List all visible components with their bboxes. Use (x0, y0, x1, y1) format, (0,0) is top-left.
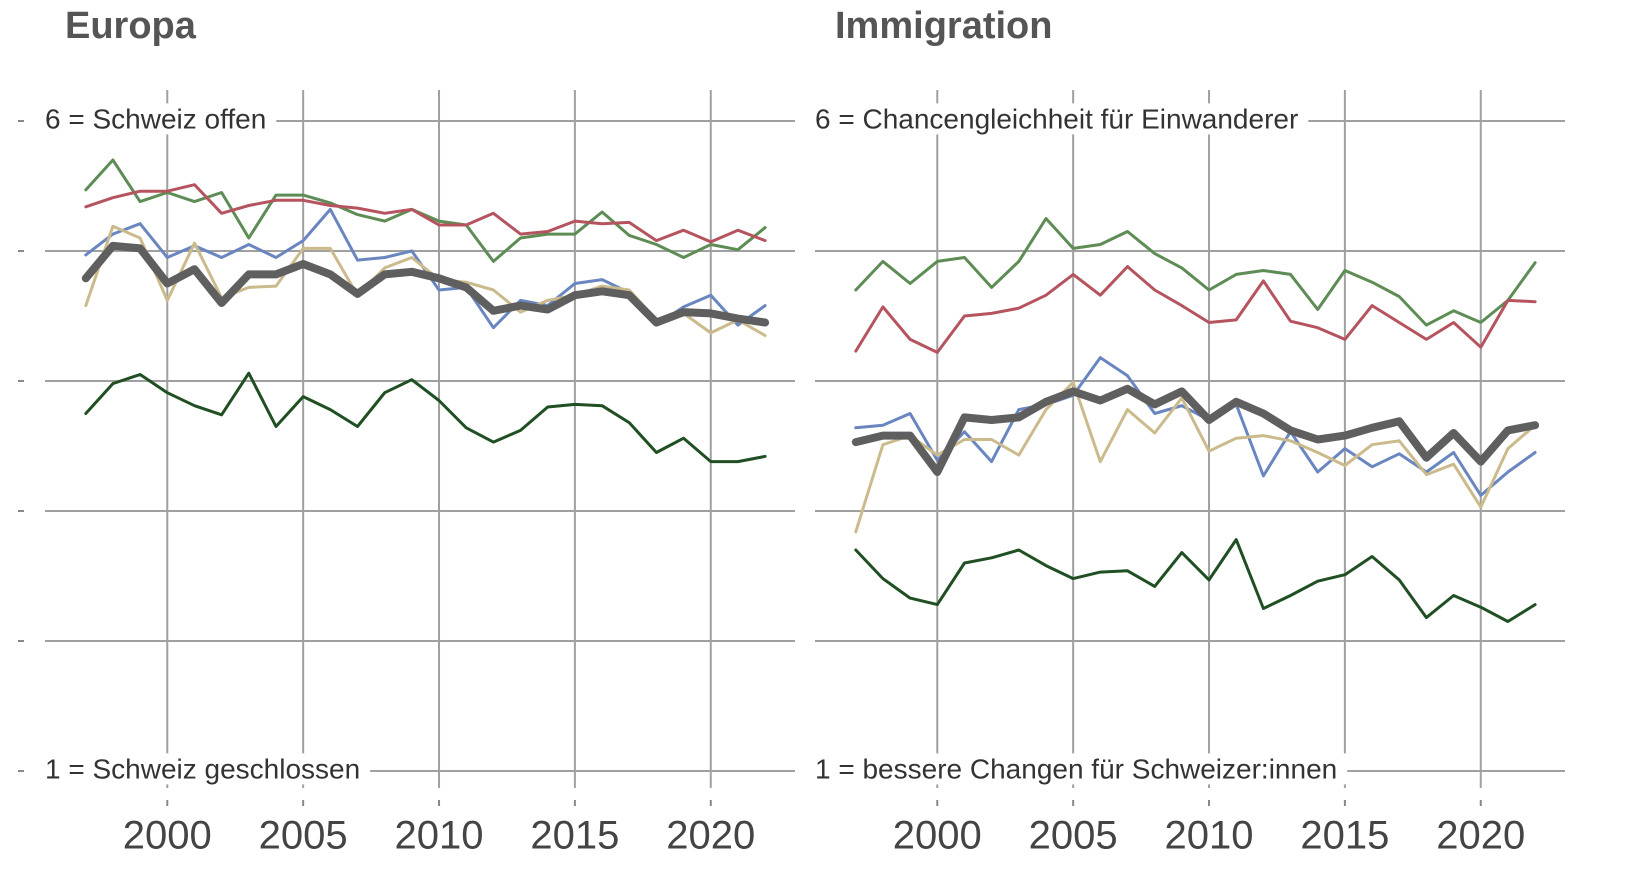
axis-annotation: 6 = Schweiz offen (45, 103, 266, 134)
series-line (81, 241, 770, 327)
series-line (854, 217, 1537, 327)
x-tick-label: 2015 (1300, 814, 1389, 858)
label-background (39, 753, 371, 785)
x-tick-label: 2000 (123, 814, 212, 858)
label-background (809, 753, 1348, 785)
chart-title: Immigration (835, 5, 1052, 47)
x-tick-label: 2005 (259, 814, 348, 858)
chart-title: Europa (65, 5, 197, 47)
axis-annotation: 1 = Schweiz geschlossen (45, 753, 360, 784)
label-background (809, 103, 1309, 135)
label-background (39, 103, 277, 135)
series-line (854, 538, 1537, 623)
x-tick-label: 2005 (1029, 814, 1118, 858)
series-line (854, 265, 1537, 354)
series-line (854, 380, 1537, 534)
series-line (84, 183, 767, 244)
x-tick-label: 2010 (395, 814, 484, 858)
series-line (84, 371, 767, 464)
x-tick-label: 2000 (893, 814, 982, 858)
x-tick-label: 2010 (1165, 814, 1254, 858)
x-tick-label: 2020 (666, 814, 755, 858)
axis-annotation: 6 = Chancengleichheit für Einwanderer (815, 103, 1298, 134)
x-tick-label: 2015 (530, 814, 619, 858)
series-line (84, 158, 767, 263)
axis-annotation: 1 = bessere Changen für Schweizer:innen (815, 753, 1337, 784)
series-line (851, 384, 1540, 476)
x-tick-label: 2020 (1436, 814, 1525, 858)
